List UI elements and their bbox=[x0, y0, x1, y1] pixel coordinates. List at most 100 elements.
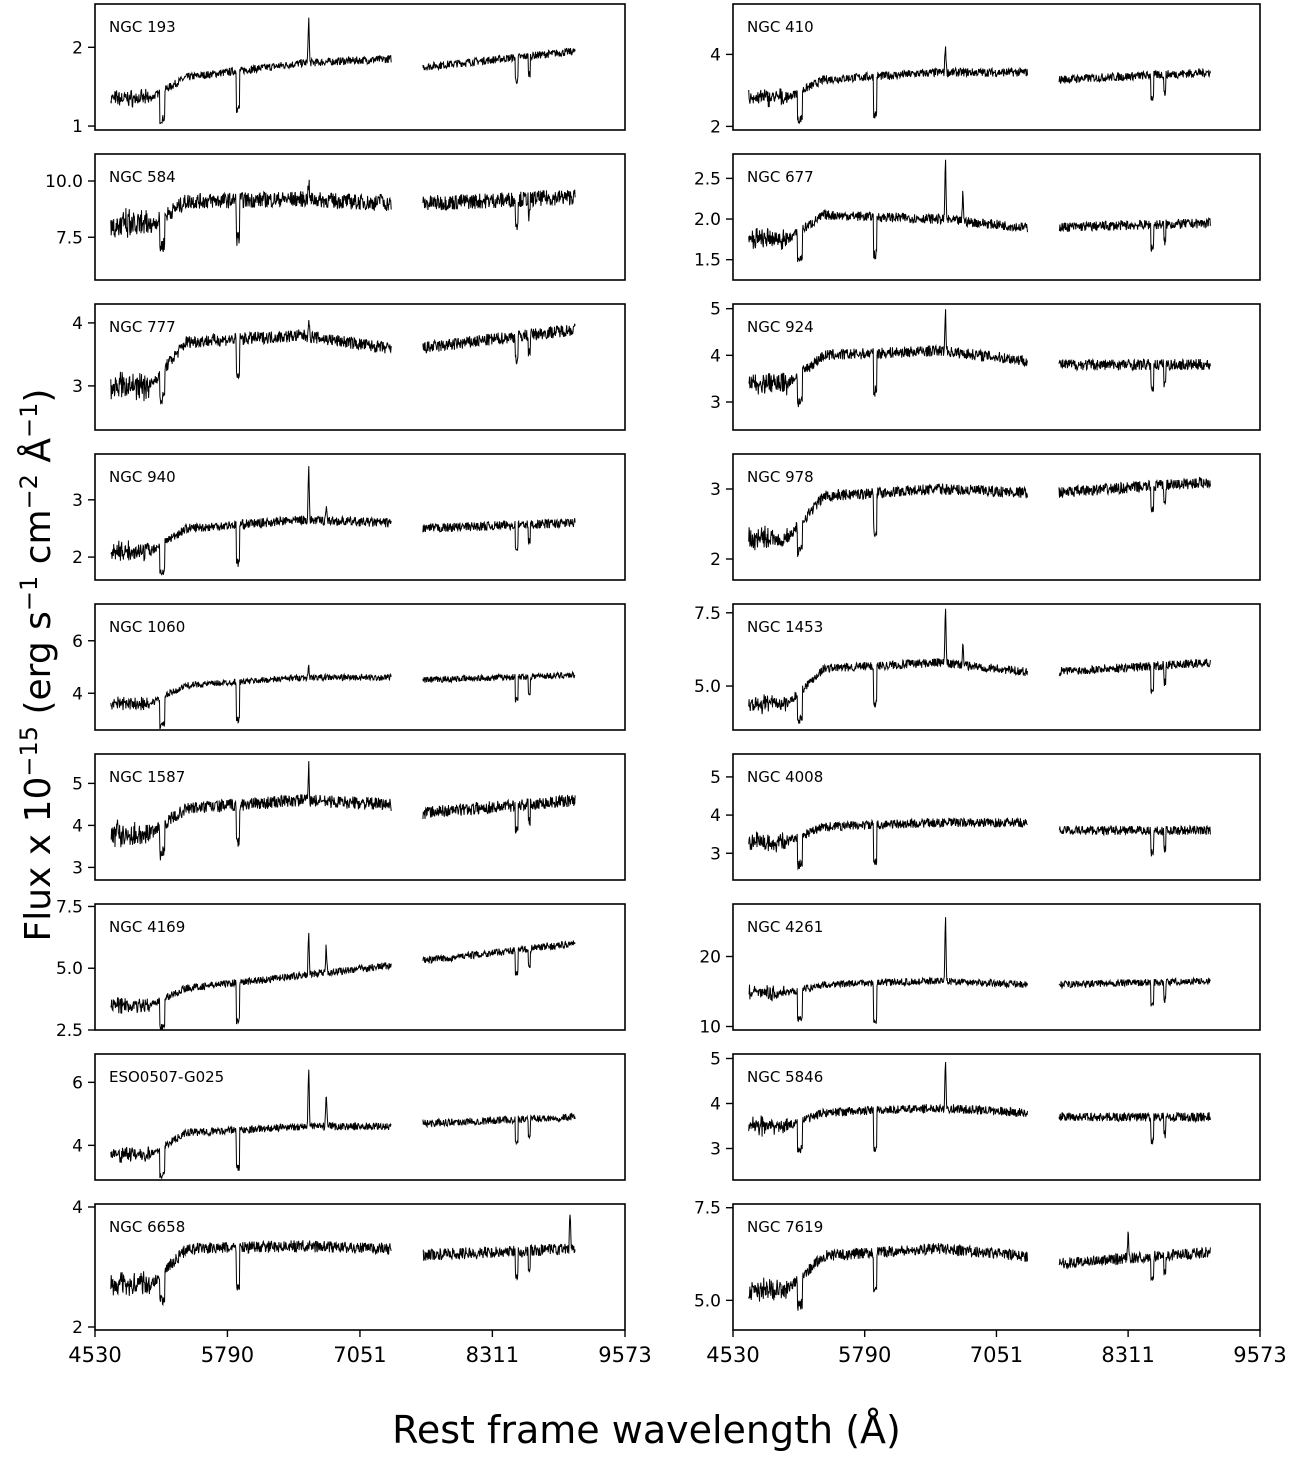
y-tick-label: 3 bbox=[72, 858, 83, 878]
y-tick-label: 3 bbox=[72, 377, 83, 397]
spectrum-panel: 2 4 NGC 6658 4530 5790 7051 8311 9573 bbox=[68, 1198, 651, 1367]
x-tick-label: 5790 bbox=[201, 1343, 254, 1367]
galaxy-name-label: NGC 1060 bbox=[109, 618, 185, 636]
y-tick-label: 5 bbox=[72, 774, 83, 794]
y-tick-label: 4 bbox=[710, 346, 721, 366]
spectrum-line bbox=[1058, 217, 1211, 252]
galaxy-name-label: NGC 940 bbox=[109, 468, 176, 486]
y-tick-label: 6 bbox=[72, 1073, 83, 1093]
spectrum-panel: 3 4 5 NGC 5846 bbox=[710, 1050, 1261, 1181]
spectrum-line bbox=[1058, 358, 1211, 392]
spectrum-panel: 5.0 7.5 NGC 7619 4530 5790 7051 8311 9573 bbox=[694, 1199, 1287, 1367]
y-tick-label: 5.0 bbox=[56, 959, 83, 979]
spectrum-line bbox=[748, 1243, 1028, 1311]
panel-frame bbox=[732, 153, 1261, 281]
spectrum-panel: 5.0 7.5 NGC 1453 bbox=[694, 603, 1261, 731]
y-tick-label: 3 bbox=[72, 491, 83, 511]
spectrum-line bbox=[110, 179, 392, 252]
spectrum-panel: 3 4 5 NGC 1587 bbox=[72, 753, 626, 881]
spectrum-line bbox=[1058, 658, 1211, 695]
y-tick-label: 7.5 bbox=[694, 1199, 721, 1219]
y-tick-label: 4 bbox=[72, 1198, 83, 1218]
galaxy-name-label: NGC 1587 bbox=[109, 768, 185, 786]
y-tick-label: 5 bbox=[710, 300, 721, 320]
x-tick-label: 4530 bbox=[706, 1343, 759, 1367]
spectrum-line bbox=[110, 761, 392, 861]
y-tick-label: 4 bbox=[72, 816, 83, 836]
y-tick-label: 5.0 bbox=[694, 1291, 721, 1311]
spectrum-line bbox=[1058, 68, 1211, 101]
spectrum-line bbox=[422, 1214, 576, 1281]
y-tick-label: 5 bbox=[710, 768, 721, 788]
y-tick-label: 6 bbox=[72, 632, 83, 652]
spectrum-panel: 4 6 NGC 1060 bbox=[72, 603, 626, 731]
spectrum-line bbox=[110, 932, 392, 1031]
spectrum-line bbox=[422, 323, 576, 365]
panel-frame bbox=[732, 603, 1261, 731]
y-tick-label: 7.5 bbox=[56, 228, 83, 248]
spectrum-panel: 3 4 NGC 777 bbox=[72, 303, 626, 431]
spectrum-line bbox=[422, 794, 576, 834]
galaxy-name-label: NGC 4008 bbox=[747, 768, 823, 786]
y-tick-label: 2 bbox=[72, 1318, 83, 1338]
galaxy-name-label: NGC 6658 bbox=[109, 1218, 185, 1236]
spectrum-line bbox=[748, 483, 1028, 557]
spectrum-line bbox=[422, 518, 576, 551]
y-tick-label: 2.0 bbox=[694, 210, 721, 230]
y-tick-label: 4 bbox=[72, 314, 83, 334]
spectrum-panel: 2.5 5.0 7.5 NGC 4169 bbox=[56, 897, 626, 1041]
x-tick-label: 9573 bbox=[1233, 1343, 1286, 1367]
spectrum-line bbox=[748, 917, 1028, 1024]
panel-frame bbox=[94, 453, 626, 581]
y-tick-label: 2 bbox=[72, 548, 83, 568]
y-tick-label: 4 bbox=[710, 1095, 721, 1115]
galaxy-name-label: NGC 4261 bbox=[747, 918, 823, 936]
spectrum-panel: 2 4 NGC 410 bbox=[710, 3, 1261, 137]
panel-frame bbox=[732, 453, 1261, 581]
spectrum-line bbox=[110, 1239, 392, 1307]
spectrum-line bbox=[422, 189, 576, 230]
y-tick-label: 4 bbox=[72, 1136, 83, 1156]
y-tick-label: 5.0 bbox=[694, 677, 721, 697]
spectrum-panel: 10 20 NGC 4261 bbox=[699, 903, 1261, 1038]
spectrum-panel: 2 3 NGC 940 bbox=[72, 453, 626, 581]
x-tick-label: 8311 bbox=[1101, 1343, 1154, 1367]
panel-frame bbox=[732, 903, 1261, 1031]
spectrum-line bbox=[110, 1069, 392, 1179]
y-axis-label: Flux x 10−15 (erg s−1 cm−2 Å−1) bbox=[15, 388, 59, 942]
spectrum-panel: 4 6 ESO0507-G025 bbox=[72, 1053, 626, 1181]
spectrum-line bbox=[748, 309, 1028, 408]
y-tick-label: 3 bbox=[710, 393, 721, 413]
spectrum-panel: 2 3 NGC 978 bbox=[710, 453, 1261, 581]
spectrum-line bbox=[422, 47, 576, 84]
panel-frame bbox=[94, 1053, 626, 1181]
y-tick-label: 3 bbox=[710, 480, 721, 500]
y-tick-label: 5 bbox=[710, 1050, 721, 1070]
galaxy-name-label: NGC 5846 bbox=[747, 1068, 823, 1086]
galaxy-name-label: NGC 584 bbox=[109, 168, 176, 186]
spectrum-line bbox=[110, 319, 392, 405]
x-tick-label: 7051 bbox=[970, 1343, 1023, 1367]
spectrum-panel: 3 4 5 NGC 924 bbox=[710, 300, 1261, 431]
spectrum-line bbox=[1058, 1111, 1211, 1145]
spectrum-line bbox=[748, 608, 1028, 724]
y-tick-label: 7.5 bbox=[56, 897, 83, 917]
galaxy-name-label: ESO0507-G025 bbox=[109, 1068, 224, 1086]
panel-frame bbox=[94, 3, 626, 131]
spectrum-line bbox=[110, 17, 392, 125]
y-tick-label: 4 bbox=[710, 806, 721, 826]
spectrum-line bbox=[422, 940, 576, 976]
y-tick-label: 4 bbox=[710, 45, 721, 65]
y-tick-label: 10 bbox=[699, 1018, 721, 1038]
panel-frame bbox=[732, 3, 1261, 131]
y-tick-label: 2 bbox=[710, 117, 721, 137]
panel-frame bbox=[94, 903, 626, 1031]
spectrum-line bbox=[1058, 976, 1211, 1007]
x-axis-label: Rest frame wavelength (Å) bbox=[392, 1408, 901, 1452]
spectrum-panel: 3 4 5 NGC 4008 bbox=[710, 753, 1261, 881]
panel-frame bbox=[94, 753, 626, 881]
spectrum-line bbox=[748, 46, 1028, 124]
y-tick-label: 1 bbox=[72, 117, 83, 137]
spectrum-panel: 1 2 NGC 193 bbox=[72, 3, 626, 137]
